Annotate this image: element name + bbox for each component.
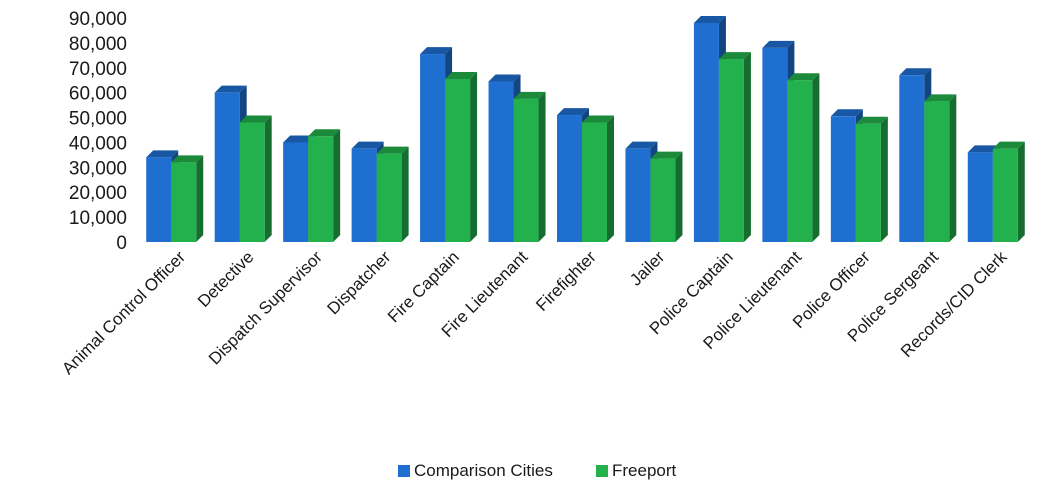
bar-freeport <box>992 141 1025 242</box>
bar-freeport <box>239 115 272 242</box>
bar-freeport <box>924 94 957 242</box>
bars-group <box>146 15 1025 243</box>
x-tick-label: Detective <box>194 247 258 311</box>
x-tick-label: Firefighter <box>532 247 600 315</box>
y-tick-label: 40,000 <box>69 133 127 154</box>
y-tick-label: 30,000 <box>69 158 127 179</box>
x-tick-label: Dispatcher <box>324 247 395 318</box>
y-axis: 0 10,000 20,000 30,000 40,000 50,000 60,000 70,… <box>69 9 127 254</box>
legend-label: Comparison Cities <box>414 461 553 480</box>
bar-freeport <box>582 115 614 242</box>
x-tick-label: Jailer <box>626 247 668 289</box>
y-tick-label: 70,000 <box>69 59 127 80</box>
y-tick-label: 50,000 <box>69 109 127 130</box>
bar-freeport <box>171 155 204 242</box>
y-tick-label: 80,000 <box>69 34 127 55</box>
y-tick-label: 0 <box>116 233 127 254</box>
bar-freeport <box>513 91 546 242</box>
x-tick-label: Animal Control Officer <box>58 247 189 378</box>
legend-swatch <box>398 465 410 477</box>
bar-freeport <box>855 116 888 242</box>
legend-label: Freeport <box>612 461 677 480</box>
x-axis: Animal Control Officer DetectiveDispatch … <box>58 247 1011 378</box>
bar-freeport <box>650 151 683 242</box>
y-tick-label: 20,000 <box>69 183 127 204</box>
y-tick-label: 60,000 <box>69 84 127 105</box>
bar-freeport <box>376 146 409 242</box>
bar-freeport <box>787 73 820 242</box>
x-tick-label: Dispatch Supervisor <box>205 247 326 368</box>
legend-swatch <box>596 465 608 477</box>
legend: Comparison Cities Freeport <box>398 461 677 480</box>
bar-freeport <box>308 129 341 242</box>
bar-freeport <box>718 52 751 242</box>
bar-freeport <box>445 71 478 242</box>
legend-item: Freeport <box>596 461 677 480</box>
y-tick-label: 90,000 <box>69 9 127 30</box>
y-tick-label: 10,000 <box>69 208 127 229</box>
legend-item: Comparison Cities <box>398 461 553 480</box>
